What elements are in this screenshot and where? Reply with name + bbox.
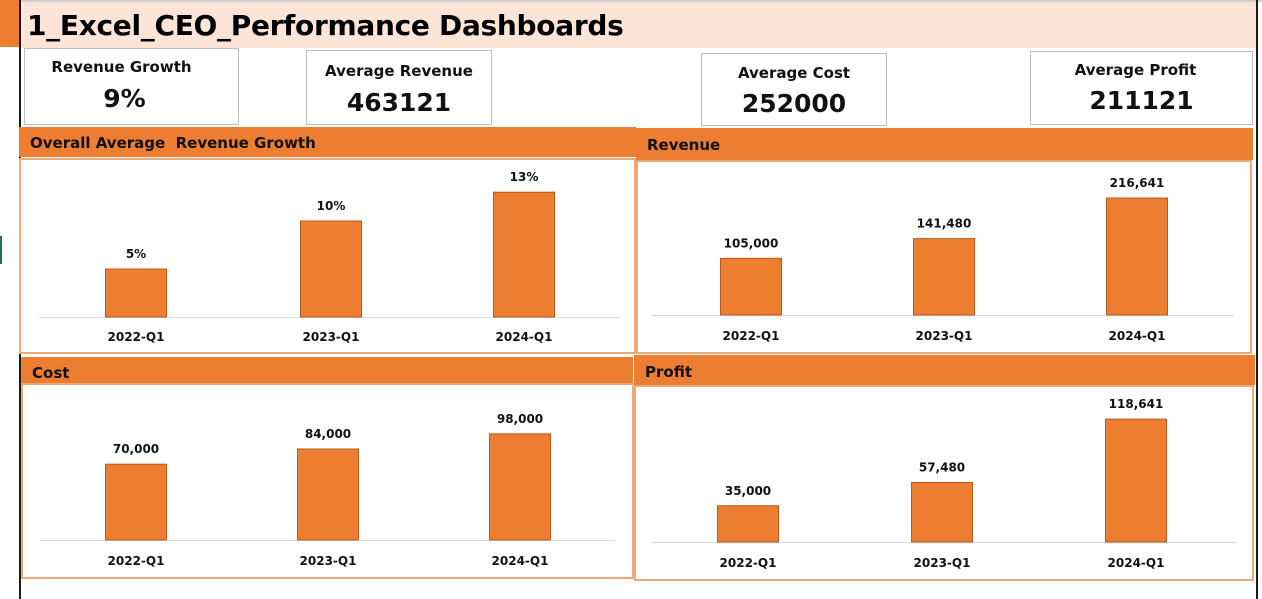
x-tick-label: 2023-Q1 <box>916 329 973 343</box>
sheet-right-border <box>1256 0 1258 599</box>
bar-2024-Q1[interactable] <box>1105 418 1167 543</box>
data-label: 84,000 <box>305 427 351 441</box>
data-label: 70,000 <box>113 442 159 456</box>
chart-profit[interactable]: 35,000 2022-Q1 57,480 2023-Q1 118,641 2024-Q1 <box>634 385 1254 581</box>
bar-2023-Q1[interactable] <box>911 481 973 543</box>
chart-header-cost: Cost <box>21 357 633 383</box>
data-label: 105,000 <box>724 236 779 250</box>
data-label: 35,000 <box>725 484 771 498</box>
chart-revenue[interactable]: 105,000 2022-Q1 141,480 2023-Q1 216,641 2024-… <box>636 160 1252 354</box>
x-tick-label: 2024-Q1 <box>1109 329 1166 343</box>
data-label: 10% <box>317 199 346 213</box>
data-label: 118,641 <box>1109 397 1164 411</box>
bar-2024-Q1[interactable] <box>493 191 555 318</box>
bar-2023-Q1[interactable] <box>297 448 359 541</box>
chart-title: Overall Average Revenue Growth <box>30 134 316 152</box>
x-tick-label: 2022-Q1 <box>720 556 777 570</box>
kpi-label: Average Revenue <box>325 62 473 80</box>
x-tick-label: 2024-Q1 <box>492 554 549 568</box>
kpi-label: Average Cost <box>737 64 851 82</box>
chart-cost[interactable]: 70,000 2022-Q1 84,000 2023-Q1 98,000 2024-Q1 <box>21 383 634 579</box>
chart-header-revenue-growth: Overall Average Revenue Growth <box>19 127 636 157</box>
x-tick-label: 2023-Q1 <box>303 330 360 344</box>
sheet-left-accent <box>0 0 19 47</box>
sheet-top-border <box>0 0 1262 2</box>
kpi-average-cost[interactable]: Average Cost 252000 <box>701 53 887 126</box>
kpi-value: 252000 <box>741 89 847 118</box>
active-cell-marker <box>0 236 2 264</box>
chart-revenue-growth[interactable]: 5% 2022-Q1 10% 2023-Q1 13% 2024-Q1 <box>19 158 636 354</box>
x-tick-label: 2024-Q1 <box>496 330 553 344</box>
bar-2023-Q1[interactable] <box>913 238 975 316</box>
chart-header-revenue: Revenue <box>636 128 1253 160</box>
bar-2024-Q1[interactable] <box>1106 197 1168 316</box>
x-tick-label: 2023-Q1 <box>914 556 971 570</box>
x-tick-label: 2022-Q1 <box>108 330 165 344</box>
bar-2022-Q1[interactable] <box>105 463 167 541</box>
kpi-label: Revenue Growth <box>51 58 192 76</box>
kpi-average-revenue[interactable]: Average Revenue 463121 <box>306 50 492 125</box>
x-tick-label: 2022-Q1 <box>723 329 780 343</box>
kpi-value: 211121 <box>1089 86 1194 115</box>
bar-2022-Q1[interactable] <box>717 505 779 543</box>
x-tick-label: 2023-Q1 <box>300 554 357 568</box>
bar-2024-Q1[interactable] <box>489 433 551 541</box>
kpi-value: 463121 <box>346 88 452 117</box>
kpi-value: 9% <box>103 84 146 113</box>
chart-title: Cost <box>32 364 70 382</box>
kpi-label: Average Profit <box>1074 61 1197 79</box>
dashboard-title: 1_Excel_CEO_Performance Dashboards <box>27 9 624 42</box>
data-label: 5% <box>126 247 146 261</box>
title-band: 1_Excel_CEO_Performance Dashboards <box>21 2 1256 48</box>
bar-2023-Q1[interactable] <box>300 220 362 318</box>
chart-title: Profit <box>645 363 692 381</box>
chart-header-profit: Profit <box>634 355 1255 385</box>
x-tick-label: 2022-Q1 <box>108 554 165 568</box>
bar-2022-Q1[interactable] <box>105 268 167 318</box>
bar-2022-Q1[interactable] <box>720 257 782 316</box>
data-label: 98,000 <box>497 412 543 426</box>
x-tick-label: 2024-Q1 <box>1108 556 1165 570</box>
chart-title: Revenue <box>647 136 721 154</box>
kpi-average-profit[interactable]: Average Profit 211121 <box>1030 51 1253 125</box>
data-label: 57,480 <box>919 460 965 474</box>
kpi-revenue-growth[interactable]: Revenue Growth 9% <box>24 48 239 125</box>
data-label: 13% <box>510 170 539 184</box>
data-label: 216,641 <box>1110 176 1165 190</box>
data-label: 141,480 <box>917 217 972 231</box>
